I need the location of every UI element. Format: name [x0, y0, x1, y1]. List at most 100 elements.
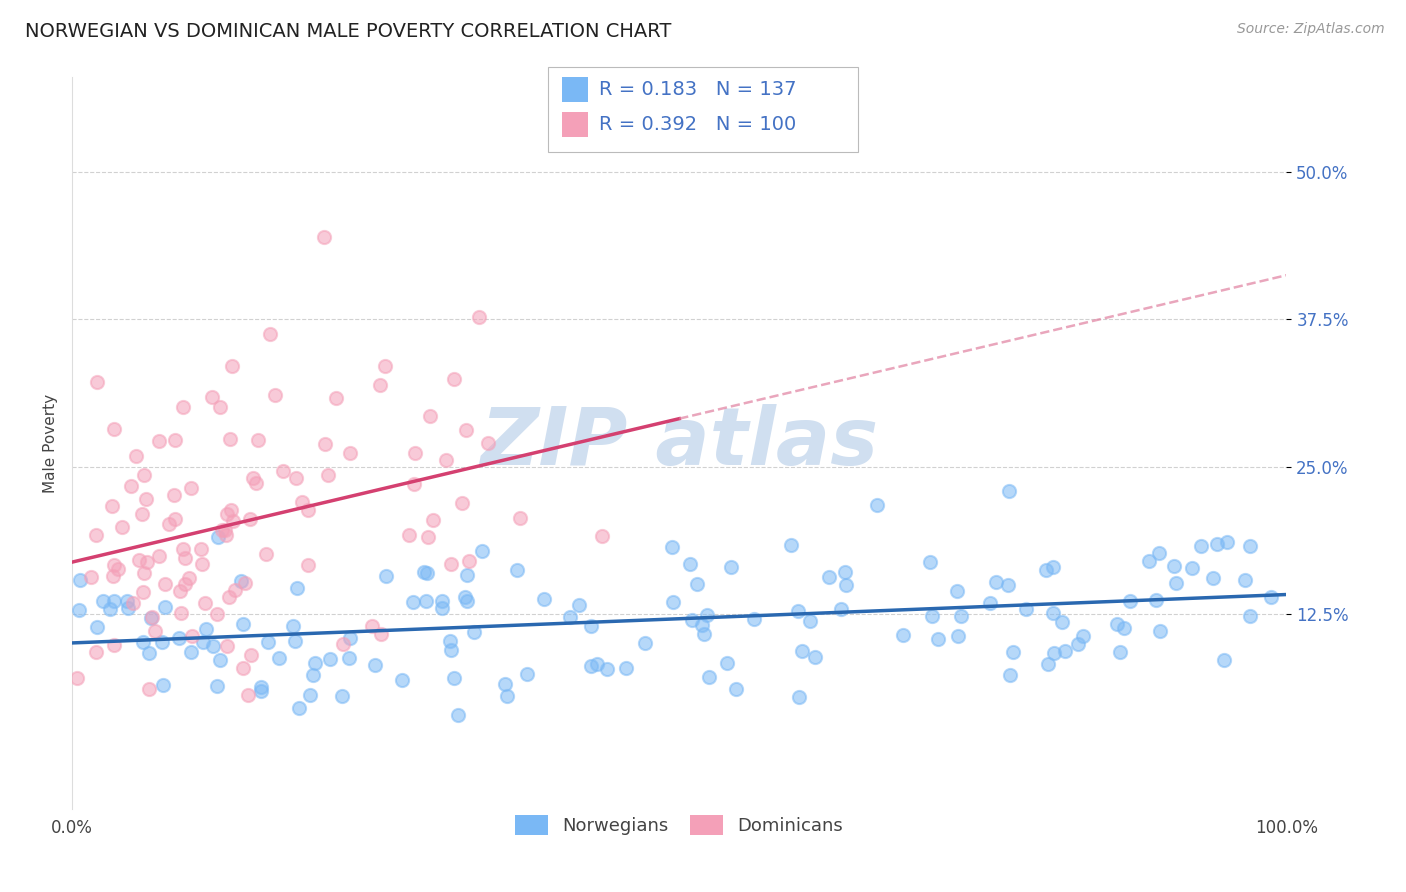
Point — [103, 594, 125, 608]
Point — [132, 468, 155, 483]
Point — [281, 619, 304, 633]
Point — [224, 582, 246, 597]
Point — [86, 620, 108, 634]
Point — [194, 596, 217, 610]
Point — [463, 625, 485, 640]
Point — [141, 609, 163, 624]
Point — [98, 602, 121, 616]
Point — [250, 680, 273, 694]
Point — [215, 528, 238, 542]
Point — [256, 635, 278, 649]
Point — [419, 409, 441, 423]
Point — [101, 569, 124, 583]
Point — [1042, 646, 1064, 660]
Point — [685, 577, 707, 591]
Point — [155, 577, 177, 591]
Point — [456, 568, 478, 582]
Point — [135, 555, 157, 569]
Point — [239, 512, 262, 526]
Text: R = 0.392   N = 100: R = 0.392 N = 100 — [599, 115, 796, 135]
Point — [207, 679, 229, 693]
Point — [434, 453, 457, 467]
Point — [250, 683, 273, 698]
Point — [330, 690, 353, 704]
Point — [207, 607, 229, 621]
Point — [1042, 560, 1064, 574]
Point — [1239, 539, 1261, 553]
Point — [285, 581, 308, 595]
Point — [163, 512, 186, 526]
Point — [585, 657, 607, 672]
Point — [579, 619, 602, 633]
Point — [591, 529, 613, 543]
Point — [661, 541, 683, 555]
Point — [374, 359, 396, 373]
Point — [152, 678, 174, 692]
Point — [169, 631, 191, 645]
Point — [560, 609, 582, 624]
Point — [834, 565, 856, 579]
Point — [927, 632, 949, 647]
Point — [865, 498, 887, 512]
Point — [180, 645, 202, 659]
Point — [217, 639, 239, 653]
Point — [415, 594, 437, 608]
Text: NORWEGIAN VS DOMINICAN MALE POVERTY CORRELATION CHART: NORWEGIAN VS DOMINICAN MALE POVERTY CORR… — [25, 22, 672, 41]
Point — [143, 624, 166, 639]
Point — [946, 629, 969, 643]
Point — [1213, 653, 1236, 667]
Point — [103, 638, 125, 652]
Point — [418, 530, 440, 544]
Point — [219, 432, 242, 446]
Point — [818, 569, 841, 583]
Point — [285, 471, 308, 485]
Point — [443, 671, 465, 685]
Text: Source: ZipAtlas.com: Source: ZipAtlas.com — [1237, 22, 1385, 37]
Point — [1239, 608, 1261, 623]
Point — [790, 644, 813, 658]
Point — [209, 653, 232, 667]
Point — [1202, 571, 1225, 585]
Point — [298, 688, 321, 702]
Point — [634, 636, 657, 650]
Point — [304, 656, 326, 670]
Point — [264, 388, 287, 402]
Point — [163, 488, 186, 502]
Point — [509, 511, 531, 525]
Point — [246, 433, 269, 447]
Point — [211, 523, 233, 537]
Point — [174, 551, 197, 566]
Point — [375, 569, 398, 583]
Point — [115, 593, 138, 607]
Point — [662, 594, 685, 608]
Point — [456, 594, 478, 608]
Point — [297, 503, 319, 517]
Point — [222, 514, 245, 528]
Point — [314, 437, 336, 451]
Point — [107, 562, 129, 576]
Point — [284, 634, 307, 648]
Point — [1144, 593, 1167, 607]
Point — [891, 628, 914, 642]
Point — [103, 422, 125, 436]
Point — [979, 596, 1001, 610]
Point — [404, 477, 426, 491]
Point — [1119, 594, 1142, 608]
Legend: Norwegians, Dominicans: Norwegians, Dominicans — [506, 806, 852, 844]
Point — [297, 558, 319, 572]
Point — [533, 591, 555, 606]
Point — [720, 560, 742, 574]
Y-axis label: Male Poverty: Male Poverty — [44, 393, 58, 493]
Point — [614, 661, 637, 675]
Point — [180, 482, 202, 496]
Point — [439, 633, 461, 648]
Point — [443, 372, 465, 386]
Point — [1260, 590, 1282, 604]
Point — [506, 563, 529, 577]
Point — [69, 573, 91, 587]
Point — [201, 390, 224, 404]
Point — [302, 668, 325, 682]
Point — [1149, 624, 1171, 639]
Point — [172, 541, 194, 556]
Point — [1054, 644, 1077, 658]
